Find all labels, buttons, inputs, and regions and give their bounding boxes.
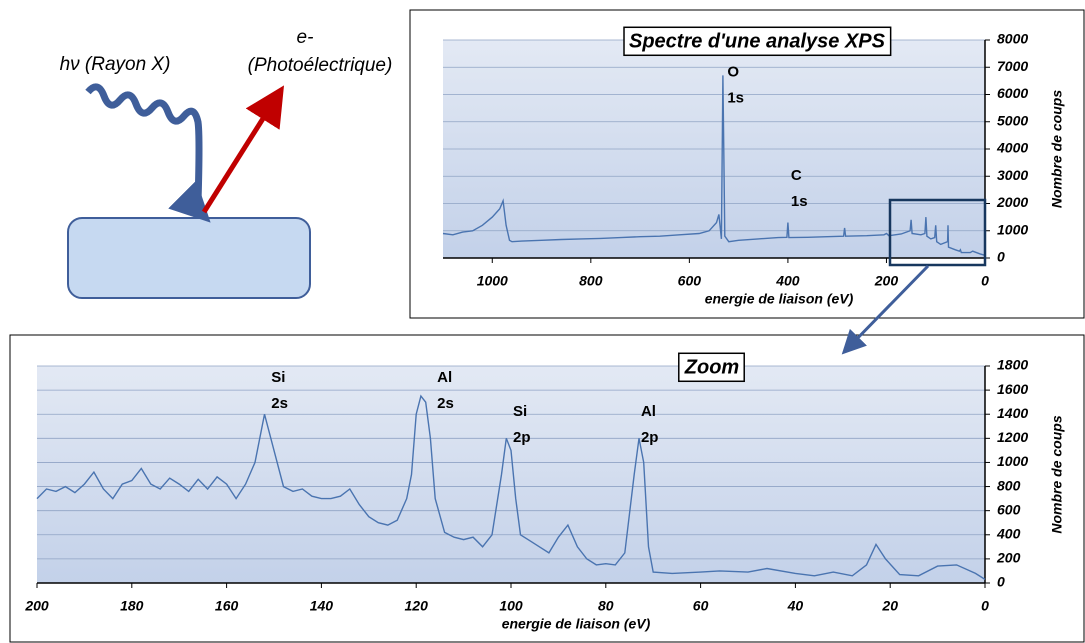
annotation: Si	[271, 369, 285, 386]
y-tick-label: 0	[997, 574, 1005, 590]
title-box	[623, 26, 892, 57]
title-box	[678, 352, 745, 383]
y-tick-label: 3000	[997, 167, 1028, 183]
x-tick-label: 0	[981, 598, 989, 614]
y-tick-label: 200	[996, 550, 1021, 566]
y-tick-label: 1400	[997, 405, 1028, 421]
y-tick-label: 6000	[997, 85, 1028, 101]
data-line	[442, 75, 986, 256]
y-tick-label: 1800	[997, 357, 1028, 373]
photon-arrow	[85, 83, 203, 203]
y-tick-label: 1600	[997, 381, 1028, 397]
annotation: 2p	[641, 429, 659, 446]
x-tick-label: 200	[24, 598, 49, 614]
zoom-region	[888, 198, 987, 267]
zoom-arrow	[841, 264, 930, 355]
annotation: Si	[513, 403, 527, 420]
plot-area	[37, 366, 985, 583]
y-tick-label: 8000	[997, 31, 1028, 47]
x-tick-label: 200	[874, 273, 899, 289]
y-tick-label: 1000	[997, 221, 1028, 237]
annotation: 2p	[513, 429, 531, 446]
x-tick-label: 80	[598, 598, 614, 614]
electron-label: (Photoélectrique)	[248, 55, 393, 76]
y-tick-label: 4000	[996, 140, 1028, 156]
x-tick-label: 120	[405, 598, 429, 614]
x-tick-label: 400	[775, 273, 800, 289]
sample	[67, 217, 311, 299]
x-axis-label: energie de liaison (eV)	[705, 291, 854, 307]
annotation: Al	[641, 403, 656, 420]
electron-label: e-	[297, 27, 314, 48]
annotation: 2s	[271, 395, 288, 412]
data-line	[36, 394, 986, 580]
y-tick-label: 1200	[997, 429, 1028, 445]
chart-frame	[409, 9, 1085, 319]
x-tick-label: 1000	[477, 273, 508, 289]
y-tick-label: 1000	[997, 453, 1028, 469]
annotation: O	[727, 64, 739, 81]
y-tick-label: 800	[997, 477, 1021, 493]
y-axis-label: Nombre de coups	[1049, 90, 1065, 208]
x-tick-label: 800	[579, 273, 603, 289]
x-tick-label: 160	[215, 598, 239, 614]
y-axis-label: Nombre de coups	[1049, 415, 1065, 533]
annotation: 1s	[791, 193, 808, 210]
x-axis-label: energie de liaison (eV)	[502, 616, 651, 632]
x-tick-label: 140	[310, 598, 334, 614]
annotation: 2s	[437, 395, 454, 412]
x-tick-label: 40	[787, 598, 804, 614]
annotation: 1s	[727, 90, 744, 107]
y-tick-label: 400	[996, 525, 1021, 541]
x-tick-label: 600	[678, 273, 702, 289]
x-tick-label: 100	[499, 598, 523, 614]
annotation: C	[791, 167, 802, 184]
photon-label: hν (Rayon X)	[60, 54, 171, 75]
chart-frame	[9, 334, 1085, 643]
chart-title: Zoom	[684, 356, 739, 378]
electron-arrow	[201, 85, 285, 214]
x-tick-label: 180	[120, 598, 144, 614]
annotation: Al	[437, 369, 452, 386]
chart-title: Spectre d'une analyse XPS	[629, 30, 886, 52]
y-tick-label: 0	[997, 249, 1005, 265]
y-tick-label: 7000	[997, 58, 1028, 74]
y-tick-label: 2000	[996, 194, 1028, 210]
y-tick-label: 5000	[997, 112, 1028, 128]
photon-arrow-head	[168, 180, 211, 223]
x-tick-label: 20	[881, 598, 898, 614]
x-tick-label: 0	[981, 273, 989, 289]
x-tick-label: 60	[693, 598, 709, 614]
y-tick-label: 600	[997, 501, 1021, 517]
